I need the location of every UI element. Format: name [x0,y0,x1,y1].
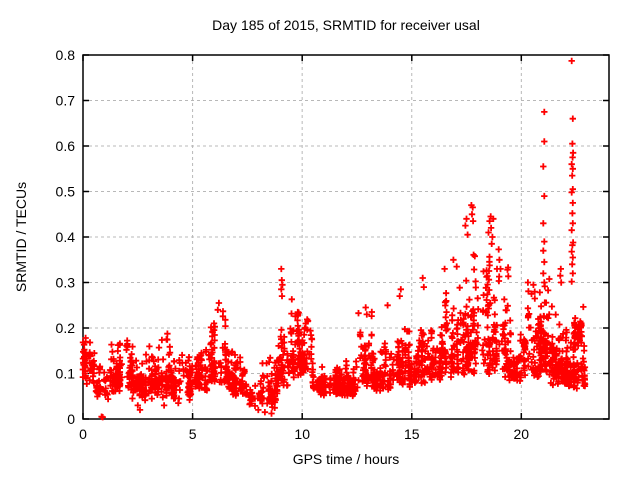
x-tick-label: 20 [514,426,530,442]
scatter-points [79,57,589,421]
x-tick-label: 15 [404,426,420,442]
x-tick-label: 0 [79,426,87,442]
x-tick-label: 5 [189,426,197,442]
y-tick-label: 0.5 [56,184,76,200]
plot-title: Day 185 of 2015, SRMTID for receiver usa… [212,17,480,33]
y-tick-label: 0 [67,411,75,427]
x-axis-label: GPS time / hours [292,451,400,467]
x-tick-label: 10 [294,426,310,442]
y-tick-label: 0.8 [56,47,76,63]
y-tick-label: 0.1 [56,366,76,382]
grid-lines [83,55,609,419]
y-tick-label: 0.3 [56,275,76,291]
y-tick-label: 0.6 [56,138,76,154]
y-tick-label: 0.7 [56,93,76,109]
y-tick-label: 0.4 [56,229,76,245]
y-tick-label: 0.2 [56,320,76,336]
